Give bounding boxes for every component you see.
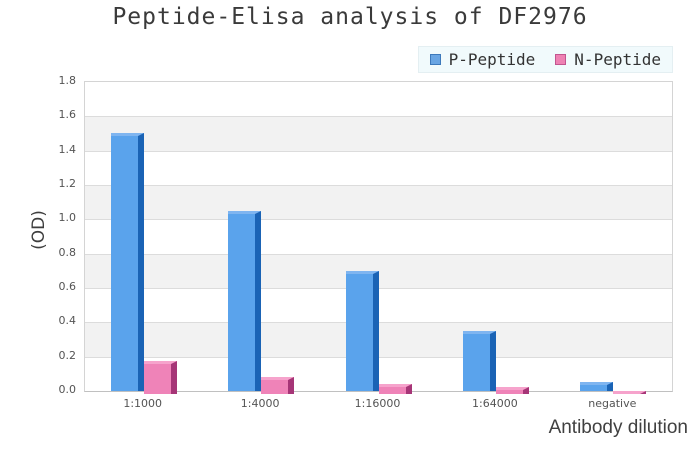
bar-n-peptide-1:16000: [378, 384, 412, 394]
x-tick-label: negative: [588, 397, 637, 410]
y-tick-label: 1.6: [58, 108, 77, 122]
gridline: [85, 288, 672, 289]
y-tick-label: 0.8: [58, 245, 77, 259]
legend: P-Peptide N-Peptide: [417, 46, 673, 73]
gridline: [85, 219, 672, 221]
bar-p-peptide-1:4000: [228, 211, 262, 391]
bar-group-1:4000: [228, 211, 295, 394]
bar-p-peptide-1:16000: [345, 271, 379, 391]
plot-band: [85, 322, 672, 357]
y-tick-label: 0.2: [58, 348, 77, 362]
x-tick-label: 1:16000: [354, 397, 401, 410]
plot-band: [85, 185, 672, 220]
legend-label-p-peptide: P-Peptide: [448, 50, 536, 69]
y-tick-label: 0.4: [58, 314, 77, 328]
bar-p-peptide-1:1000: [110, 133, 144, 391]
plot-band: [85, 219, 672, 254]
y-tick-label: 1.0: [58, 211, 77, 225]
bar-group-1:1000: [110, 133, 177, 394]
y-tick-label: 1.4: [58, 142, 77, 156]
y-tick-label: 0.6: [58, 280, 77, 293]
bar-p-peptide-negative: [580, 382, 614, 391]
plot-band: [85, 150, 672, 185]
bar-group-negative: [580, 382, 647, 394]
gridline: [85, 356, 672, 358]
p-peptide-swatch-icon: [429, 54, 441, 65]
gridline: [85, 116, 672, 118]
legend-item-n-peptide: N-Peptide: [555, 50, 661, 69]
chart-title: Peptide-Elisa analysis of DF2976: [112, 4, 588, 30]
legend-label-n-peptide: N-Peptide: [574, 50, 661, 69]
plot-band: [85, 253, 672, 288]
x-axis-title: Antibody dilution: [548, 417, 688, 438]
plot-band: [85, 82, 672, 117]
gridline: [85, 150, 672, 152]
bar-n-peptide-negative: [613, 391, 647, 394]
x-tick-label: 1:4000: [240, 397, 280, 410]
gridline: [85, 322, 672, 324]
n-peptide-swatch-icon: [555, 54, 567, 65]
bar-group-1:64000: [462, 331, 529, 394]
y-tick-label: 1.2: [58, 177, 77, 190]
plot-area: [84, 81, 673, 394]
bar-n-peptide-1:4000: [261, 377, 295, 394]
gridline: [85, 253, 672, 255]
bar-n-peptide-1:1000: [143, 361, 177, 394]
y-tick-label: 1.8: [58, 74, 77, 87]
x-tick-label: 1:64000: [472, 397, 518, 410]
plot-band: [85, 288, 672, 323]
plot-band: [85, 116, 672, 151]
y-tick-label: 0.0: [58, 383, 77, 396]
x-tick-label: 1:1000: [123, 397, 163, 410]
legend-item-p-peptide: P-Peptide: [429, 50, 536, 69]
bar-p-peptide-1:64000: [462, 331, 496, 391]
bar-n-peptide-1:64000: [495, 387, 529, 394]
bar-group-1:16000: [345, 271, 412, 394]
gridline: [85, 185, 672, 186]
